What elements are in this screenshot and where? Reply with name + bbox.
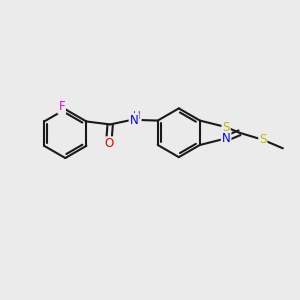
Text: H: H (133, 110, 141, 121)
Text: F: F (58, 100, 65, 113)
Text: S: S (259, 133, 266, 146)
Text: N: N (222, 132, 230, 145)
Text: O: O (104, 137, 113, 150)
Text: S: S (222, 121, 230, 134)
Text: N: N (130, 114, 138, 127)
